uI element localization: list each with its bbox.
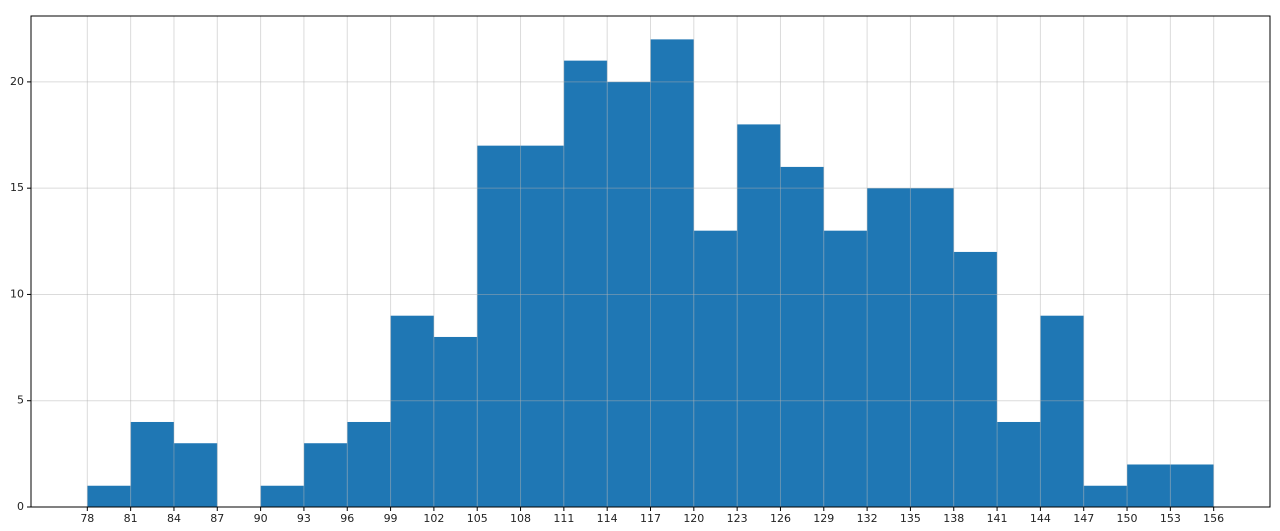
x-tick-label: 147 xyxy=(1073,512,1094,525)
bar xyxy=(303,443,348,507)
x-tick-label: 78 xyxy=(80,512,94,525)
x-tick-label: 132 xyxy=(857,512,878,525)
bar xyxy=(650,39,694,507)
bar xyxy=(867,188,911,508)
x-tick-label: 111 xyxy=(553,512,574,525)
y-tick-label: 15 xyxy=(10,181,24,194)
bar xyxy=(1083,485,1128,507)
x-tick-label: 123 xyxy=(727,512,748,525)
bar xyxy=(173,443,218,507)
x-tick-label: 102 xyxy=(423,512,444,525)
bar xyxy=(607,81,651,507)
x-tick-label: 93 xyxy=(297,512,311,525)
bar xyxy=(347,421,391,507)
bar xyxy=(1127,464,1171,507)
bar xyxy=(433,336,478,507)
x-tick-label: 153 xyxy=(1160,512,1181,525)
bar xyxy=(737,124,781,508)
y-tick-label: 10 xyxy=(10,287,24,300)
x-tick-label: 96 xyxy=(340,512,354,525)
y-tick-label: 0 xyxy=(17,500,24,513)
bar xyxy=(87,485,131,507)
bar xyxy=(520,145,564,507)
y-tick-label: 20 xyxy=(10,75,24,88)
bar xyxy=(390,315,434,507)
bar xyxy=(563,60,608,508)
x-tick-label: 117 xyxy=(640,512,661,525)
bar xyxy=(910,188,954,508)
x-tick-label: 156 xyxy=(1203,512,1224,525)
plot-frame xyxy=(30,15,1271,508)
x-tick-label: 135 xyxy=(900,512,921,525)
bar xyxy=(997,421,1041,507)
x-tick-label: 99 xyxy=(384,512,398,525)
bar xyxy=(130,421,174,507)
bar xyxy=(477,145,521,507)
x-tick-label: 129 xyxy=(813,512,834,525)
bar xyxy=(693,230,738,507)
bar xyxy=(1170,464,1214,507)
x-tick-label: 138 xyxy=(943,512,964,525)
x-tick-label: 114 xyxy=(597,512,618,525)
bar xyxy=(780,166,824,507)
x-tick-label: 108 xyxy=(510,512,531,525)
x-tick-label: 120 xyxy=(683,512,704,525)
bar xyxy=(1040,315,1084,507)
x-tick-label: 150 xyxy=(1117,512,1138,525)
y-tick-label: 5 xyxy=(17,394,24,407)
x-tick-label: 84 xyxy=(167,512,181,525)
bar xyxy=(953,251,998,507)
x-tick-label: 141 xyxy=(987,512,1008,525)
x-tick-label: 105 xyxy=(467,512,488,525)
x-tick-label: 144 xyxy=(1030,512,1051,525)
x-tick-label: 126 xyxy=(770,512,791,525)
x-tick-label: 87 xyxy=(210,512,224,525)
bar xyxy=(823,230,868,507)
x-tick-label: 90 xyxy=(254,512,268,525)
x-tick-label: 81 xyxy=(124,512,138,525)
bar xyxy=(260,485,304,507)
